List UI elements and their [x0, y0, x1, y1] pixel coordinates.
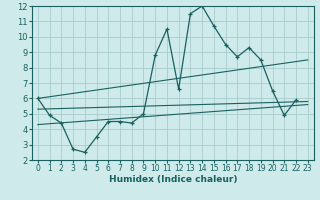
X-axis label: Humidex (Indice chaleur): Humidex (Indice chaleur): [108, 175, 237, 184]
